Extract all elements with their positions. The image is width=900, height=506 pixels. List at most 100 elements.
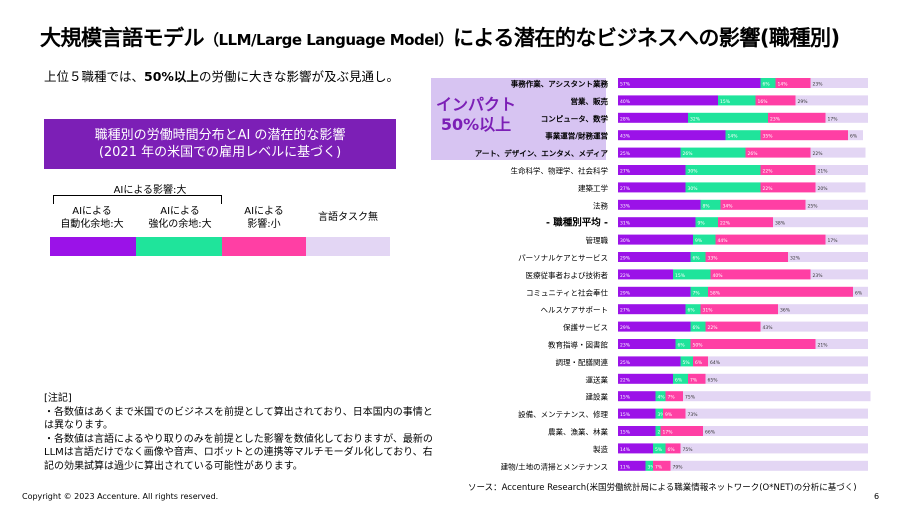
bar-segment: [705, 321, 761, 332]
bar-segment: [618, 165, 686, 175]
subtitle-pre: 上位５職種では、: [44, 69, 145, 84]
data-label: 64%: [710, 360, 721, 366]
data-label: 23%: [813, 273, 824, 279]
notes-header: [注記]: [44, 393, 72, 404]
data-label: 25%: [808, 203, 819, 209]
data-label: 50%: [693, 343, 704, 349]
bar-segment: [760, 78, 776, 88]
impact-highlight: [431, 78, 606, 160]
bar-segment: [810, 147, 866, 158]
bar-segment: [618, 356, 681, 367]
data-label: 15%: [620, 430, 631, 436]
bar-segment: [618, 130, 726, 141]
bar-segment: [618, 78, 761, 88]
data-label: 6%: [693, 256, 701, 262]
bar-segment: [618, 95, 718, 106]
data-label: 6%: [688, 308, 696, 314]
bar-segment: [760, 182, 816, 193]
bar-segment: [718, 217, 773, 228]
bar-segment: [715, 234, 826, 245]
legend-category-nonlanguage: 言語タスク無: [306, 211, 390, 224]
bar-segment: [618, 286, 691, 297]
title-paren: （LLM/Large Language Model）: [204, 31, 454, 49]
data-label: 22%: [620, 273, 631, 279]
data-label: 5%: [683, 360, 691, 366]
category-label: - 職種別平均 -: [546, 217, 608, 229]
bar-segment: [660, 426, 703, 436]
bar-segment: [618, 391, 656, 402]
data-label: 75%: [685, 395, 696, 401]
bar-segment: [755, 95, 796, 106]
data-label: 43%: [763, 325, 774, 331]
legend-category-low: AIによる 影響:小: [222, 205, 306, 231]
copyright: Copyright © 2023 Accenture. All rights r…: [22, 492, 219, 501]
bar-segment: [720, 199, 806, 210]
data-label: 40%: [620, 99, 631, 105]
category-label: 設備、メンテナンス、修理: [518, 409, 608, 419]
data-label: 27%: [620, 169, 631, 175]
bar-segment: [618, 443, 653, 454]
bar-segment: [685, 165, 761, 175]
legend-cat-nonlanguage-l1: 言語タスク無: [318, 212, 378, 223]
category-label: 建築工学: [578, 183, 608, 193]
data-label: 22%: [720, 221, 731, 227]
data-label: 9%: [695, 238, 703, 244]
data-label: 3%: [658, 412, 666, 418]
legend-box-line2: (2021 年の米国での雇用レベルに基づく): [98, 145, 342, 160]
bar-segment: [778, 304, 868, 315]
legend-swatch-low: [222, 237, 306, 256]
legend-bracket: [53, 195, 222, 204]
title-main-a: 大規模言語モデル: [40, 26, 205, 50]
category-label: 営業、販売: [571, 96, 609, 106]
data-label: 6%: [855, 290, 863, 296]
data-label: 6%: [675, 377, 683, 383]
category-label: 調理・配膳関連: [556, 357, 609, 367]
data-label: 35%: [763, 134, 774, 140]
bar-segment: [653, 460, 671, 471]
data-label: 29%: [620, 290, 631, 296]
subtitle-bold: 50%以上: [144, 69, 199, 84]
bar-segment: [618, 408, 656, 419]
bar-segment: [670, 460, 868, 471]
category-label: 建物/土地の清掃とメンテナンス: [501, 461, 608, 471]
bar-segment: [685, 304, 701, 315]
bar-segment: [690, 321, 706, 332]
data-label: 16%: [758, 99, 769, 105]
data-label: 66%: [705, 430, 716, 436]
data-label: 23%: [770, 116, 781, 122]
bar-segment: [665, 443, 681, 454]
bar-segment: [618, 252, 691, 262]
legend-category-automation: AIによる 自動化余地:大: [52, 205, 132, 231]
legend-cat-augmentation-l2: 強化の余地:大: [148, 219, 212, 230]
data-label: 57%: [620, 82, 631, 88]
legend-swatch-augmentation: [136, 237, 222, 256]
legend-header-box: 職種別の労働時間分布とAI の潜在的な影響 (2021 年の米国での雇用レベルに…: [44, 119, 396, 169]
data-label: 17%: [828, 238, 839, 244]
legend-box-line1: 職種別の労働時間分布とAI の潜在的な影響: [94, 128, 346, 143]
bar-segment: [653, 443, 666, 454]
category-label: 教育指導・図書館: [548, 340, 608, 350]
legend-cat-automation-l2: 自動化余地:大: [60, 219, 124, 230]
bar-segment: [718, 95, 756, 106]
data-label: 11%: [620, 464, 631, 470]
legend-cat-low-l1: AIによる: [244, 206, 284, 217]
category-label: 法務: [593, 200, 608, 210]
data-label: 73%: [688, 412, 699, 418]
impact-label: インパクト 50%以上: [430, 95, 522, 135]
bar-segment: [815, 165, 868, 175]
notes-line1: ・各数値はあくまで米国でのビジネスを前提として算出されており、日本国内の事情とは…: [44, 406, 433, 432]
bar-segment: [645, 460, 653, 471]
data-label: 29%: [620, 325, 631, 331]
bar-segment: [760, 321, 868, 332]
data-label: 26%: [683, 151, 694, 157]
bar-segment: [690, 286, 708, 297]
data-label: 7%: [693, 290, 701, 296]
source-note: ソース：Accenture Research(米国労働統計局による職業情報ネット…: [468, 483, 857, 493]
data-label: 44%: [718, 238, 729, 244]
bar-segment: [673, 373, 688, 384]
category-label: コンピュータ、数学: [541, 113, 609, 123]
bar-segment: [693, 234, 716, 245]
bar-segment: [655, 408, 663, 419]
bar-segment: [618, 426, 656, 436]
bar-segment: [773, 217, 868, 228]
